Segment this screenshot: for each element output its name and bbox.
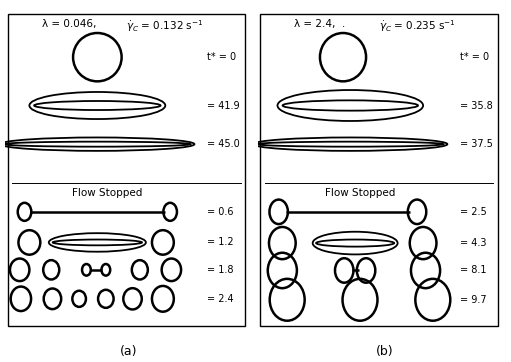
Text: t* = 0: t* = 0 [206,52,236,62]
Text: Flow Stopped: Flow Stopped [72,188,142,198]
Text: = 4.3: = 4.3 [459,238,486,248]
Text: = 8.1: = 8.1 [459,265,486,275]
Text: (b): (b) [376,345,393,358]
Text: Flow Stopped: Flow Stopped [325,188,395,198]
Text: λ = 0.046,: λ = 0.046, [41,18,96,29]
Text: = 41.9: = 41.9 [206,101,239,110]
Text: = 37.5: = 37.5 [459,139,493,149]
Text: = 0.6: = 0.6 [206,207,233,217]
Text: = 35.8: = 35.8 [459,101,492,110]
Text: $\dot{\gamma}_C$ = 0.132 s$^{-1}$: $\dot{\gamma}_C$ = 0.132 s$^{-1}$ [126,18,204,34]
Text: = 1.8: = 1.8 [206,265,233,275]
Text: = 1.2: = 1.2 [206,237,233,248]
Text: = 2.4: = 2.4 [206,294,233,304]
Text: t* = 0: t* = 0 [459,52,489,62]
Text: (a): (a) [120,345,137,358]
Text: $\dot{\gamma}_C$ = 0.235 s$^{-1}$: $\dot{\gamma}_C$ = 0.235 s$^{-1}$ [379,18,456,34]
Text: = 45.0: = 45.0 [206,139,239,149]
Text: = 9.7: = 9.7 [459,295,486,305]
Text: = 2.5: = 2.5 [459,207,486,217]
Text: λ = 2.4,  .: λ = 2.4, . [294,18,346,29]
